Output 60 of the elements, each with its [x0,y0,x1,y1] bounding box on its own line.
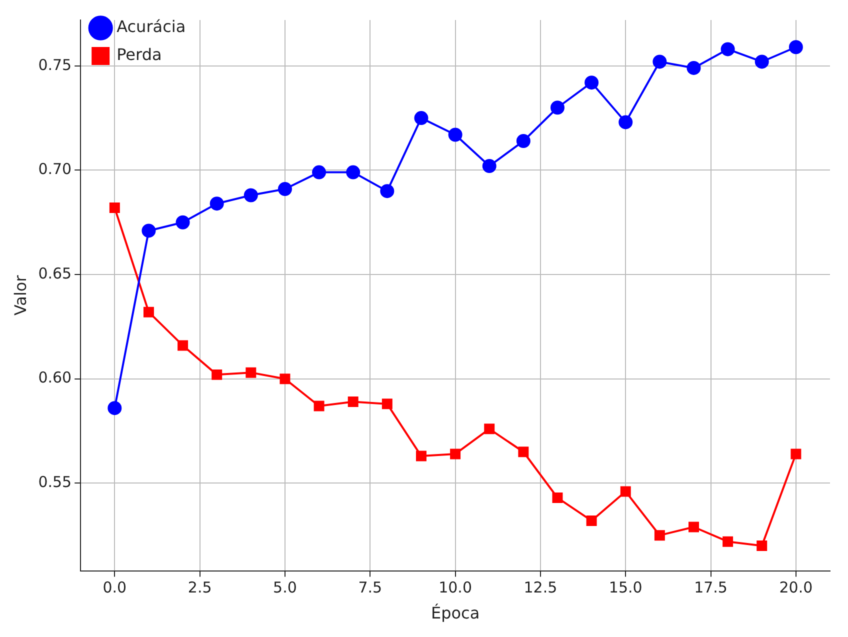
point [552,492,563,504]
point [620,486,631,497]
x-tick-label: 5.0 [273,578,297,597]
point [348,396,358,408]
x-axis-title: Época [430,604,480,623]
point [654,530,665,541]
point [788,40,803,54]
point [246,367,256,378]
legend-label: Acurácia [116,17,186,36]
point [448,128,462,142]
point [450,448,461,460]
point [518,446,529,458]
point [722,536,734,547]
point [244,188,258,202]
point [312,165,326,180]
y-tick-label: 0.70 [38,160,72,178]
y-tick-label: 0.65 [38,264,72,282]
point [586,515,597,526]
x-tick-label: 10.0 [438,578,472,597]
point [652,54,667,69]
x-tick-label: 0.0 [102,578,127,597]
point [516,134,530,148]
y-tick-label: 0.55 [38,473,72,492]
x-tick-label: 7.5 [358,578,382,597]
point [688,522,699,532]
point [618,115,633,130]
x-tick-label: 15.0 [608,578,642,597]
point [314,400,324,412]
x-tick-label: 12.5 [524,578,558,597]
x-tick-label: 20.0 [779,578,813,597]
point [176,215,190,230]
point [108,401,122,416]
legend-label: Perda [116,45,162,64]
point [380,184,394,198]
point [143,306,154,318]
point [754,54,769,69]
point [416,450,426,462]
point [790,448,802,460]
y-tick-label: 0.60 [38,368,72,387]
point [178,340,188,351]
point [280,374,290,384]
y-axis-title: Valor [10,274,30,316]
point [584,76,599,90]
point [278,182,292,196]
x-tick-label: 17.5 [694,578,728,597]
point [109,202,120,214]
point [382,398,392,410]
point [550,100,564,115]
point [346,165,360,180]
point [720,42,735,56]
point [484,424,495,434]
point [210,196,224,211]
point [686,60,701,75]
point [142,224,156,238]
point [212,369,222,380]
point [482,159,496,174]
x-tick-label: 2.5 [188,578,212,597]
y-tick-label: 0.75 [38,56,72,74]
point [414,111,428,126]
point [756,540,768,552]
